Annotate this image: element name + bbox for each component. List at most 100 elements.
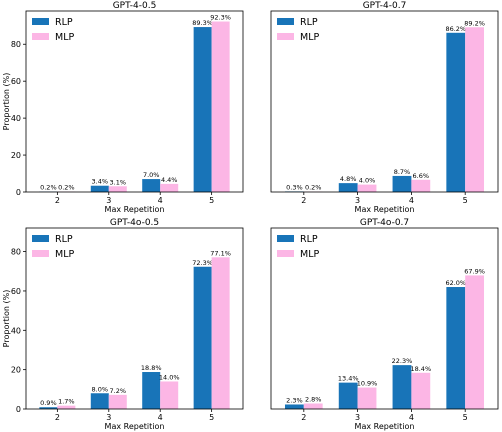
bar-rlp-5 — [193, 27, 212, 193]
data-label: 4.8% — [340, 175, 357, 183]
bar-mlp-5 — [465, 27, 485, 192]
legend: RLP MLP — [277, 234, 319, 260]
chart-title: GPT-4-0.7 — [363, 1, 407, 11]
data-label: 77.1% — [210, 249, 231, 257]
x-tick-label: 2 — [55, 196, 60, 205]
data-label: 0.2% — [58, 184, 75, 192]
x-tick-label: 4 — [158, 196, 163, 205]
chart-panel-3: GPT-4o-0.5 0.9% 8.0% 18.8% 72.3% 1.7% 7.2% 14.0… — [2, 218, 244, 431]
bar-mlp-2 — [303, 403, 323, 409]
y-axis-label: Proportion (%) — [2, 290, 11, 348]
data-label: 3.1% — [110, 178, 127, 186]
legend-label-mlp: MLP — [55, 32, 74, 43]
x-tick-label: 5 — [209, 196, 214, 205]
bar-rlp-5 — [446, 287, 466, 409]
y-tick-label: 60 — [11, 287, 21, 296]
bar-mlp-5 — [465, 275, 485, 409]
y-tick-label: 0 — [16, 188, 21, 197]
data-label: 0.2% — [40, 184, 57, 192]
data-label: 89.2% — [464, 19, 485, 27]
data-label: 7.0% — [143, 171, 160, 179]
x-tick-label: 3 — [355, 196, 360, 205]
data-label: 86.2% — [445, 25, 466, 33]
plot-frame — [25, 227, 244, 410]
bar-mlp-5 — [211, 257, 230, 409]
bar-rlp-2 — [39, 407, 58, 409]
data-label: 3.4% — [92, 178, 109, 186]
legend-swatch-mlp — [277, 33, 294, 40]
bar-rlp-4 — [392, 175, 412, 192]
x-tick-label: 4 — [409, 413, 414, 422]
legend: RLP MLP — [32, 17, 74, 43]
legend-label-rlp: RLP — [300, 234, 318, 245]
legend-label-mlp: MLP — [55, 249, 74, 260]
bar-rlp-3 — [338, 183, 358, 192]
bar-mlp-3 — [108, 186, 127, 192]
x-axis-label: Max Repetition — [105, 422, 165, 431]
data-label: 7.2% — [110, 387, 127, 395]
bar-mlp-4 — [411, 179, 431, 192]
y-tick-label: 80 — [11, 248, 21, 257]
bar-mlp-3 — [108, 394, 127, 409]
data-label: 0.3% — [286, 183, 303, 191]
x-tick-label: 4 — [158, 413, 163, 422]
data-label: 4.4% — [161, 176, 178, 184]
x-tick-label: 5 — [463, 196, 468, 205]
x-tick-label: 3 — [355, 413, 360, 422]
x-axis-label: Max Repetition — [355, 422, 415, 431]
x-tick-label: 2 — [301, 413, 306, 422]
data-label: 13.4% — [338, 375, 359, 383]
bar-rlp-5 — [193, 266, 212, 409]
chart-panel-4: GPT-4o-0.7 2.3% 13.4% 22.3% 62.0% 2.8% 10.9% 18… — [270, 218, 499, 431]
x-axis-label: Max Repetition — [355, 205, 415, 214]
x-tick-label: 5 — [463, 413, 468, 422]
bar-rlp-4 — [392, 365, 412, 409]
legend: RLP MLP — [277, 17, 319, 43]
y-tick-label: 0 — [16, 405, 21, 414]
legend-swatch-rlp — [32, 235, 49, 242]
data-label: 14.0% — [159, 373, 180, 381]
bar-mlp-5 — [211, 21, 230, 192]
data-label: 89.3% — [192, 19, 213, 27]
plot-frame — [25, 10, 244, 193]
bar-rlp-5 — [446, 32, 466, 192]
data-label: 67.9% — [464, 267, 485, 275]
plot-frame — [270, 10, 499, 193]
chart-panel-1: GPT-4-0.5 0.2% 3.4% 7.0% 89.3% 0.2% 3.1% 4.4% 92… — [2, 1, 244, 214]
chart-title: GPT-4o-0.7 — [360, 218, 409, 228]
legend-swatch-rlp — [277, 18, 294, 25]
legend: RLP MLP — [32, 234, 74, 260]
legend-swatch-rlp — [32, 18, 49, 25]
y-tick-label: 20 — [11, 151, 21, 160]
y-tick-label: 40 — [11, 326, 21, 335]
legend-label-mlp: MLP — [300, 32, 319, 43]
plot-frame — [270, 227, 499, 410]
x-tick-label: 4 — [409, 196, 414, 205]
y-tick-label: 20 — [11, 366, 21, 375]
data-label: 18.8% — [141, 364, 162, 372]
chart-panel-2: GPT-4-0.7 0.3% 4.8% 8.7% 86.2% 0.2% 4.0% 6.6% 89… — [270, 1, 499, 214]
chart-title: GPT-4o-0.5 — [110, 218, 159, 228]
bar-rlp-3 — [338, 382, 358, 409]
x-axis-label: Max Repetition — [105, 205, 165, 214]
data-label: 1.7% — [58, 398, 75, 406]
bar-rlp-2 — [284, 404, 304, 409]
data-label: 10.9% — [357, 380, 378, 388]
x-tick-label: 5 — [209, 413, 214, 422]
bar-rlp-4 — [142, 179, 161, 192]
data-label: 4.0% — [359, 177, 376, 185]
data-label: 22.3% — [392, 357, 413, 365]
x-tick-label: 2 — [55, 413, 60, 422]
bar-rlp-4 — [142, 372, 161, 409]
y-tick-label: 60 — [11, 77, 21, 86]
legend-swatch-rlp — [277, 235, 294, 242]
data-label: 18.4% — [410, 365, 431, 373]
data-label: 2.3% — [286, 396, 303, 404]
data-label: 0.9% — [40, 399, 57, 407]
bar-mlp-2 — [57, 405, 76, 409]
legend-label-rlp: RLP — [55, 234, 73, 245]
y-axis-label: Proportion (%) — [2, 73, 11, 131]
legend-swatch-mlp — [32, 33, 49, 40]
data-label: 2.8% — [305, 395, 322, 403]
